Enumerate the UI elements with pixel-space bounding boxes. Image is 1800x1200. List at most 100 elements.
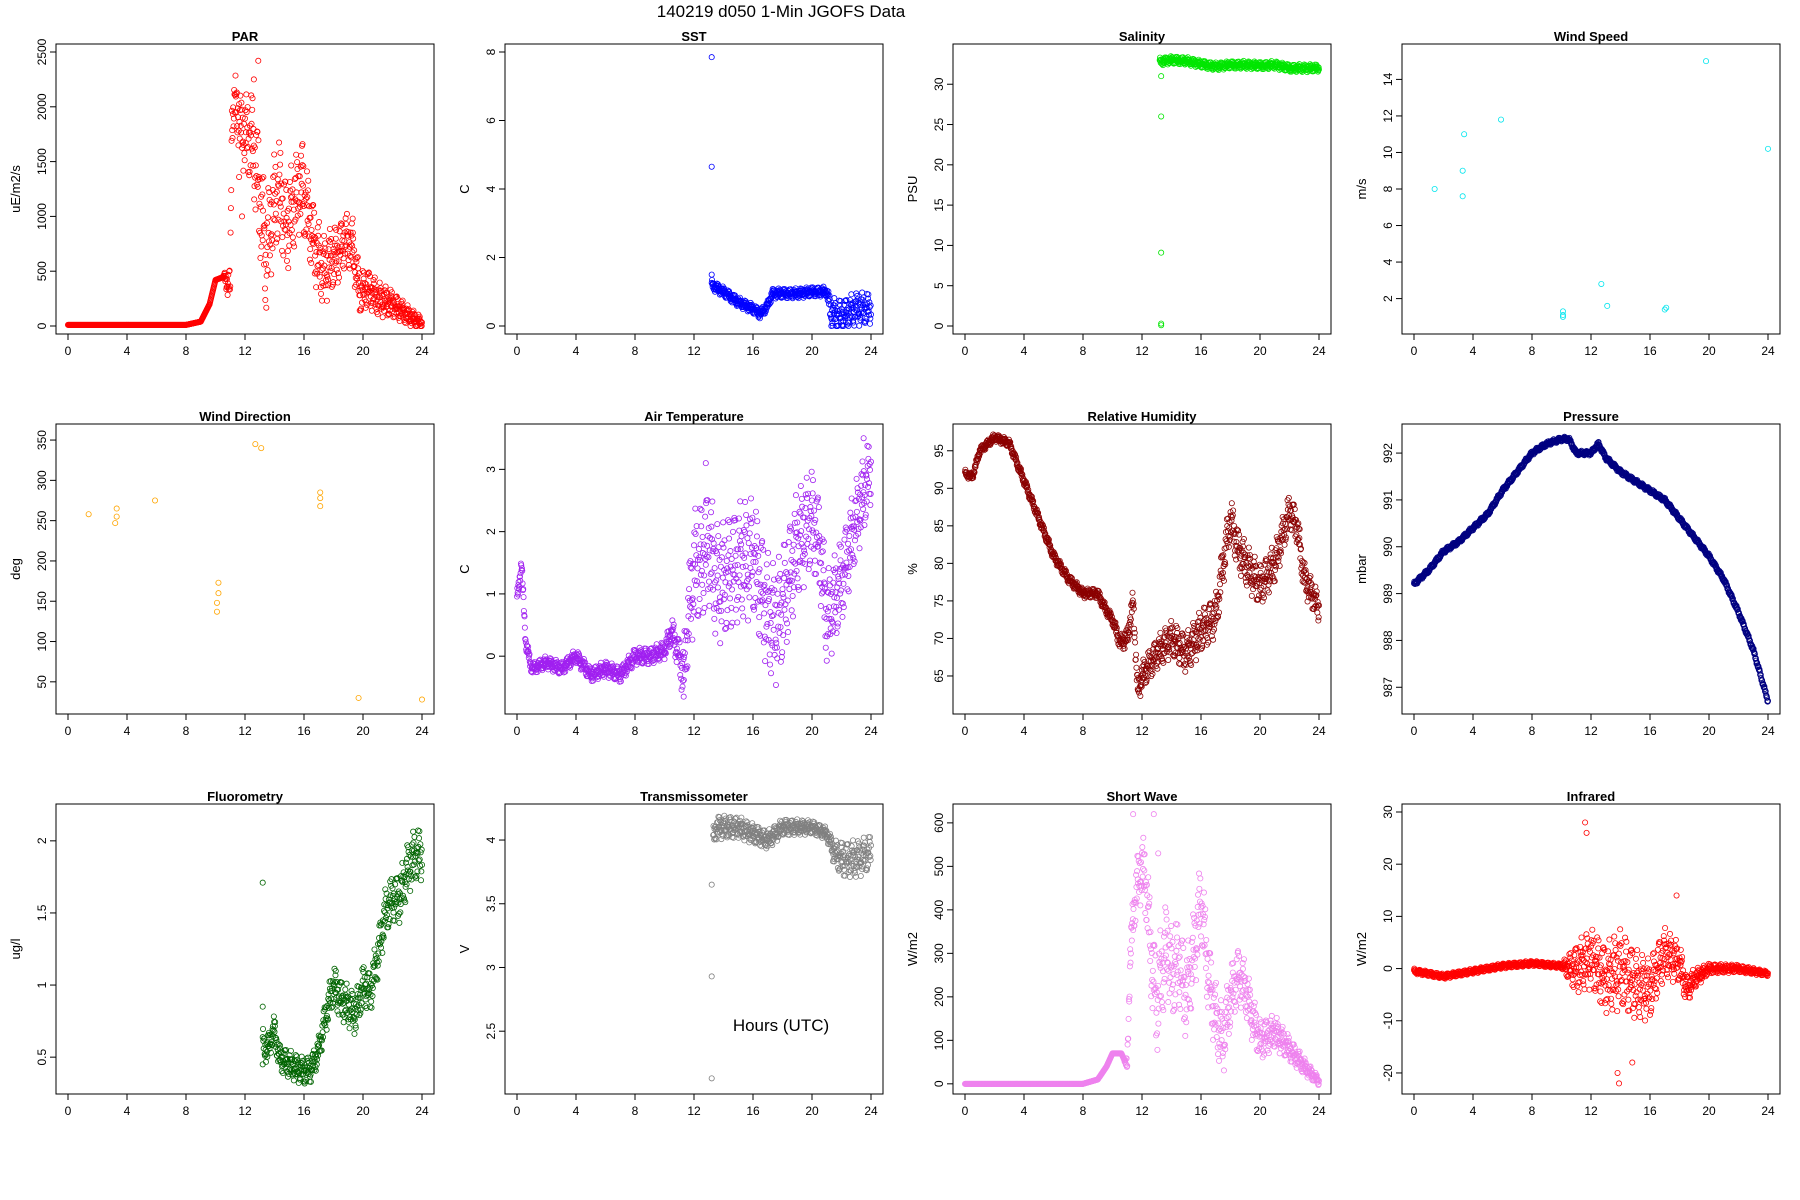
data-point	[1239, 538, 1246, 545]
data-point	[1158, 320, 1165, 327]
data-point	[268, 231, 275, 238]
data-point	[688, 615, 695, 622]
data-point	[845, 588, 852, 595]
y-tick-label: 250	[35, 510, 49, 530]
data-point	[807, 557, 814, 564]
data-point	[757, 632, 764, 639]
x-tick-label: 4	[1021, 724, 1028, 738]
y-tick-label: 350	[35, 430, 49, 450]
data-points	[708, 54, 874, 329]
data-point	[779, 590, 786, 597]
data-point	[1008, 443, 1015, 450]
y-tick-label: 991	[1381, 490, 1395, 510]
x-tick-label: 16	[746, 344, 760, 358]
data-point	[862, 318, 869, 325]
data-point	[703, 500, 710, 507]
data-point	[1149, 662, 1156, 669]
data-point	[230, 123, 237, 130]
data-point	[514, 591, 521, 598]
data-point	[719, 574, 726, 581]
data-point	[252, 206, 259, 213]
data-point	[314, 263, 321, 270]
y-tick-label: 1000	[35, 203, 49, 230]
data-point	[1257, 569, 1264, 576]
y-tick-label: 150	[35, 591, 49, 611]
data-point	[1132, 639, 1139, 646]
data-point	[286, 178, 293, 185]
data-point	[1144, 673, 1151, 680]
data-point	[1300, 559, 1307, 566]
data-point	[714, 584, 721, 591]
data-point	[789, 613, 796, 620]
data-point	[699, 534, 706, 541]
data-point	[1133, 651, 1140, 658]
data-point	[280, 222, 287, 229]
data-point	[1290, 501, 1297, 508]
data-point	[215, 579, 222, 586]
x-tick-label: 16	[1643, 724, 1657, 738]
x-tick-label: 4	[1021, 344, 1028, 358]
data-point	[1220, 552, 1227, 559]
data-point	[690, 542, 697, 549]
data-point	[689, 636, 696, 643]
y-tick-label: 95	[932, 444, 946, 458]
data-point	[1269, 558, 1276, 565]
data-point	[359, 267, 366, 274]
data-point	[680, 656, 687, 663]
data-point	[756, 315, 763, 322]
data-point	[775, 623, 782, 630]
data-point	[243, 91, 250, 98]
y-tick-label: 3	[484, 466, 498, 473]
data-point	[238, 99, 245, 106]
y-axis-label: %	[905, 563, 920, 575]
data-point	[826, 296, 833, 303]
data-point	[727, 595, 734, 602]
data-point	[738, 541, 745, 548]
data-point	[314, 224, 321, 231]
data-point	[732, 517, 739, 524]
data-point	[1231, 522, 1238, 529]
x-tick-label: 8	[1080, 724, 1087, 738]
data-point	[1191, 622, 1198, 629]
data-point	[1168, 625, 1175, 632]
data-point	[521, 613, 528, 620]
data-point	[839, 572, 846, 579]
data-point	[1028, 493, 1035, 500]
data-point	[856, 322, 863, 329]
data-point	[842, 571, 849, 578]
data-point	[227, 205, 234, 212]
x-tick-label: 20	[1253, 724, 1267, 738]
data-point	[276, 139, 283, 146]
data-point	[627, 664, 634, 671]
data-point	[299, 141, 306, 148]
data-point	[391, 313, 398, 320]
data-point	[1276, 562, 1283, 569]
data-point	[1146, 648, 1153, 655]
data-point	[796, 508, 803, 515]
data-point	[248, 92, 255, 99]
data-point	[306, 203, 313, 210]
data-point	[669, 617, 676, 624]
x-tick-label: 4	[1470, 344, 1477, 358]
y-tick-label: 300	[35, 470, 49, 490]
data-point	[251, 196, 258, 203]
y-tick-label: 0	[932, 322, 946, 329]
data-point	[1187, 660, 1194, 667]
data-point	[773, 602, 780, 609]
data-point	[1240, 536, 1247, 543]
data-point	[812, 517, 819, 524]
data-point	[259, 191, 266, 198]
data-point	[1313, 588, 1320, 595]
data-point	[1199, 620, 1206, 627]
data-point	[1559, 308, 1566, 315]
data-point	[1202, 604, 1209, 611]
data-point	[305, 220, 312, 227]
data-point	[867, 315, 874, 322]
data-point	[293, 189, 300, 196]
data-point	[1131, 625, 1138, 632]
data-point	[851, 322, 858, 329]
data-point	[317, 489, 324, 496]
data-point	[1175, 640, 1182, 647]
data-point	[352, 275, 359, 282]
data-point	[347, 241, 354, 248]
